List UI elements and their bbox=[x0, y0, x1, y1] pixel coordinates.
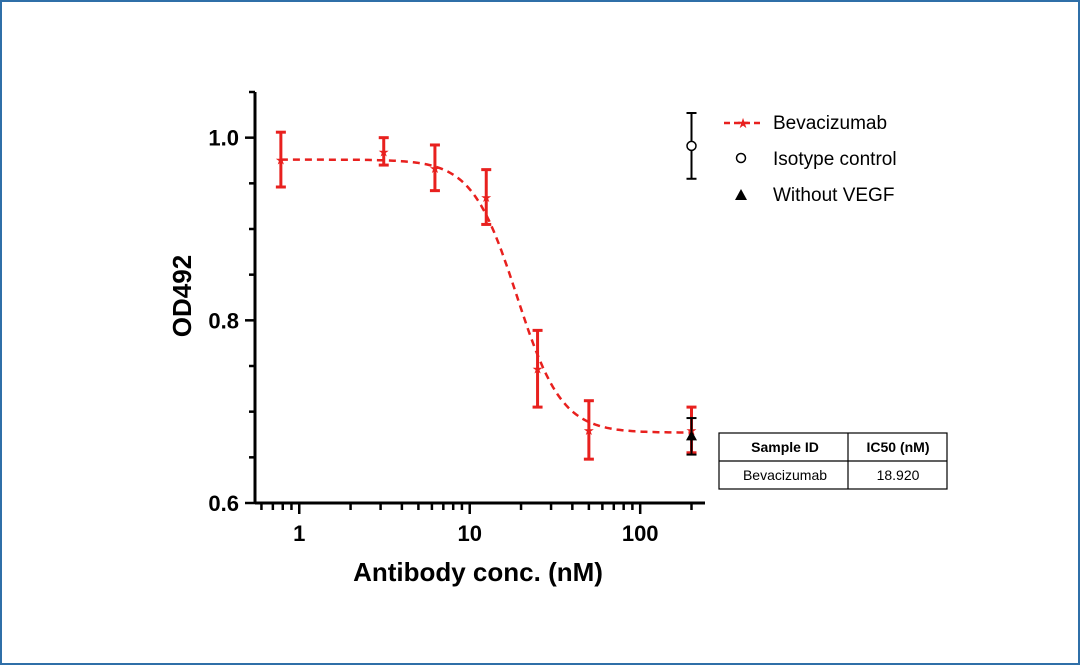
legend-without-vegf-label: Without VEGF bbox=[773, 185, 894, 206]
x-tick-label: 10 bbox=[457, 521, 481, 546]
y-axis-title: OD492 bbox=[167, 255, 197, 337]
legend-isotype-marker bbox=[735, 152, 747, 164]
legend-bevacizumab-label: Bevacizumab bbox=[773, 113, 887, 134]
legend-isotype-label: Isotype control bbox=[773, 149, 897, 170]
bevacizumab-point: ★ bbox=[275, 153, 287, 168]
y-tick-label: 0.6 bbox=[208, 491, 239, 516]
without-vegf-point bbox=[686, 430, 698, 441]
bevacizumab-point: ★ bbox=[378, 144, 390, 159]
y-tick-label: 1.0 bbox=[208, 126, 239, 151]
legend-bevacizumab-marker: ★ bbox=[737, 115, 750, 131]
x-axis-title: Antibody conc. (nM) bbox=[353, 557, 603, 587]
bevacizumab-point: ★ bbox=[429, 161, 441, 176]
legend-without-vegf-marker bbox=[735, 189, 747, 200]
isotype-control-point bbox=[686, 140, 697, 152]
bevacizumab-fit-curve bbox=[280, 158, 692, 434]
axes: 0.6 0.8 1.0 1 10 100 bbox=[208, 90, 705, 546]
y-tick-label: 0.8 bbox=[208, 308, 239, 333]
data-marks: ★★★★★★★ bbox=[275, 112, 698, 461]
table-cell-sample: Bevacizumab bbox=[743, 467, 827, 483]
x-tick-label: 1 bbox=[293, 521, 305, 546]
table-header-ic50: IC50 (nM) bbox=[867, 439, 930, 455]
legend: ★ Bevacizumab Isotype control Without VE… bbox=[724, 113, 897, 206]
bevacizumab-point: ★ bbox=[532, 362, 544, 377]
bevacizumab-point: ★ bbox=[583, 423, 595, 438]
fit-curve-layer bbox=[280, 158, 692, 434]
ic50-table: Sample ID IC50 (nM) Bevacizumab 18.920 bbox=[718, 432, 948, 490]
x-tick-label: 100 bbox=[622, 521, 659, 546]
bevacizumab-point: ★ bbox=[480, 190, 492, 205]
table-header-sample-id: Sample ID bbox=[751, 439, 819, 455]
table-cell-ic50: 18.920 bbox=[877, 467, 920, 483]
